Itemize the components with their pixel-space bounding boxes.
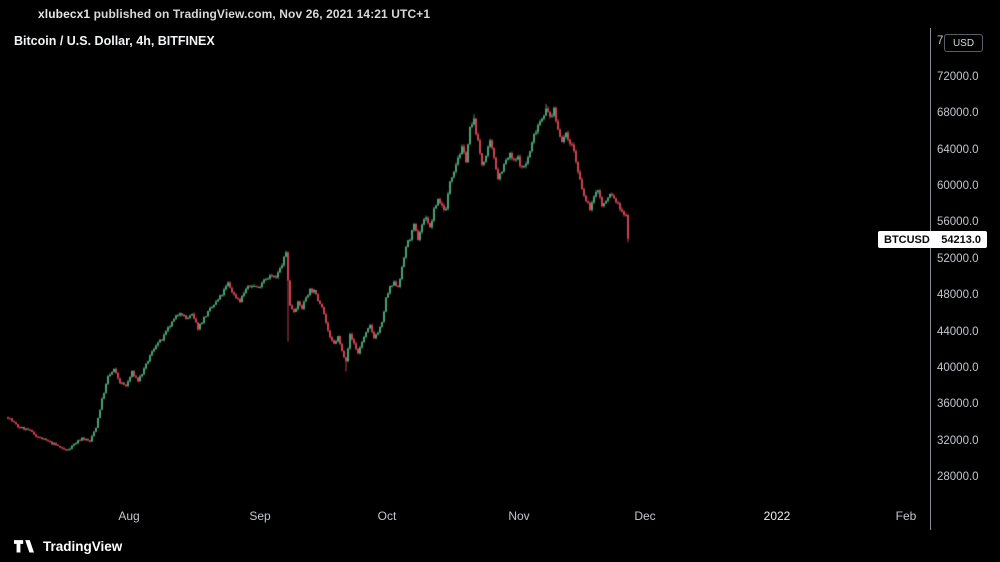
price-axis-label: 60000.0 [937, 180, 979, 193]
price-axis-label: 28000.0 [937, 471, 979, 483]
time-axis-label: Nov [508, 509, 530, 523]
price-axis[interactable]: USD 76000.072000.068000.064000.060000.05… [931, 0, 1000, 530]
tradingview-logo-icon[interactable] [14, 539, 36, 554]
footer-bar: TradingView [0, 530, 1000, 562]
tradingview-brand-text[interactable]: TradingView [43, 538, 123, 554]
candlestick-canvas[interactable] [0, 28, 930, 505]
time-axis-label: Aug [118, 509, 140, 523]
last-price-value: 54213.0 [941, 233, 981, 246]
time-axis-label: 2022 [763, 509, 791, 523]
published-details: published on TradingView.com, Nov 26, 20… [90, 7, 431, 21]
price-axis-label: 68000.0 [937, 107, 979, 120]
time-axis-label: Sep [249, 509, 271, 523]
published-text: xlubecx1 published on TradingView.com, N… [38, 7, 430, 21]
price-axis-label: 52000.0 [937, 252, 979, 265]
last-price-label: BTCUSD 54213.0 [878, 231, 987, 248]
price-axis-label: 36000.0 [937, 398, 979, 411]
time-axis-label: Feb [895, 509, 917, 523]
currency-toggle-button[interactable]: USD [944, 34, 983, 52]
price-axis-label: 48000.0 [937, 289, 979, 302]
published-bar: xlubecx1 published on TradingView.com, N… [0, 0, 1000, 28]
price-axis-label: 72000.0 [937, 71, 979, 83]
price-axis-label: 40000.0 [937, 361, 979, 374]
price-axis-label: 64000.0 [937, 143, 979, 156]
time-axis-label: Dec [634, 509, 656, 523]
symbol-title: Bitcoin / U.S. Dollar, 4h, BITFINEX [14, 34, 215, 48]
published-username: xlubecx1 [38, 7, 91, 21]
price-axis-label: 32000.0 [937, 434, 979, 447]
last-price-symbol: BTCUSD [884, 233, 930, 246]
price-axis-label: 44000.0 [937, 325, 979, 338]
time-axis[interactable]: Aug Sep Oct Nov Dec 2022 Feb [0, 505, 930, 530]
price-axis-divider [930, 28, 931, 530]
chart-pane[interactable] [0, 28, 930, 505]
price-axis-label: 56000.0 [937, 216, 979, 229]
time-axis-label: Oct [377, 509, 397, 523]
